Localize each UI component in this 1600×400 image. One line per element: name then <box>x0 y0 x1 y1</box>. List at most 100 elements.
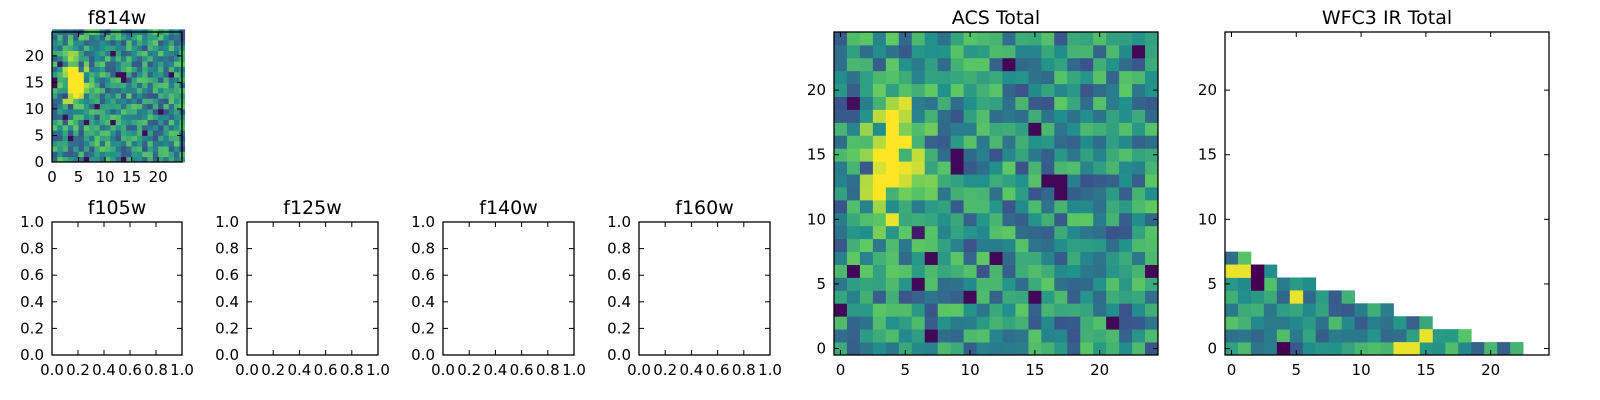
heatmap-cell <box>1002 251 1016 265</box>
heatmap-cell <box>94 108 101 115</box>
heatmap-cell <box>1093 303 1107 317</box>
heatmap-cell <box>963 225 977 240</box>
heatmap-cell <box>898 57 913 72</box>
heatmap-cell <box>937 96 952 110</box>
heatmap-cell <box>62 87 69 94</box>
heatmap-cell <box>174 66 180 73</box>
heatmap-cell <box>1093 187 1107 201</box>
heatmap-cell <box>83 119 90 126</box>
heatmap-cell <box>1054 174 1068 188</box>
heatmap-cell <box>131 93 138 99</box>
heatmap-cell <box>73 93 79 99</box>
heatmap-cell <box>885 96 900 110</box>
heatmap-cell <box>950 109 964 123</box>
heatmap-cell <box>57 61 64 67</box>
heatmap-cell <box>963 174 977 188</box>
heatmap-cell <box>152 82 159 89</box>
heatmap-cell <box>885 70 900 85</box>
heatmap-cell <box>1132 174 1146 188</box>
heatmap-cell <box>1302 329 1317 343</box>
heatmap-cell <box>147 151 154 158</box>
heatmap-cell <box>1119 264 1133 278</box>
heatmap-cell <box>131 98 138 105</box>
heatmap-cell <box>1145 277 1159 291</box>
heatmap-cell <box>898 225 913 240</box>
heatmap-cell <box>115 135 122 142</box>
heatmap-cell <box>1002 187 1016 201</box>
heatmap-cell <box>1132 212 1146 227</box>
heatmap-cell <box>94 55 101 62</box>
heatmap-cell <box>147 34 154 41</box>
heatmap-cell <box>976 290 990 304</box>
heatmap-cell <box>1054 44 1068 59</box>
heatmap-cell <box>78 156 85 163</box>
heatmap-cell <box>885 161 900 175</box>
heatmap-cell <box>142 66 148 73</box>
heatmap-cell <box>1119 238 1133 253</box>
heatmap-cell <box>1145 225 1159 240</box>
heatmap-cell <box>1067 83 1081 97</box>
heatmap-cell <box>1080 329 1094 343</box>
heatmap-cell <box>94 119 101 126</box>
heatmap-cell <box>1119 109 1133 123</box>
heatmap-cell <box>136 87 143 94</box>
y-tick-label: 20 <box>807 81 826 99</box>
y-tick-label: 20 <box>1198 81 1217 99</box>
heatmap-cell <box>1054 199 1068 214</box>
panel-title: f140w <box>479 197 538 219</box>
heatmap-cell <box>99 130 106 136</box>
heatmap-cell <box>950 199 964 214</box>
heatmap-cell <box>1132 303 1146 317</box>
heatmap-cell <box>57 39 64 46</box>
heatmap-cell <box>1015 277 1029 291</box>
heatmap-cell <box>1067 135 1081 149</box>
heatmap-cell <box>120 77 127 83</box>
x-tick-label: 0.8 <box>340 361 364 379</box>
heatmap-cell <box>1080 187 1094 201</box>
heatmap-cell <box>834 148 848 162</box>
heatmap-cell <box>89 34 95 41</box>
y-tick-label: 0 <box>1207 340 1217 358</box>
heatmap-cell <box>158 119 164 126</box>
heatmap-cell <box>1484 342 1498 356</box>
heatmap-cell <box>78 140 85 147</box>
heatmap-cell <box>105 55 111 62</box>
heatmap-cell <box>1106 70 1120 85</box>
heatmap-cell <box>62 114 69 120</box>
heatmap-cell <box>1080 342 1094 356</box>
heatmap-cell <box>99 45 106 51</box>
heatmap-cells <box>834 32 1159 356</box>
x-tick-label: 0.0 <box>431 361 455 379</box>
heatmap-cell <box>976 303 990 317</box>
heatmap-cell <box>834 212 848 227</box>
heatmap-cell <box>62 82 69 89</box>
heatmap-cell <box>859 303 874 317</box>
heatmap-cell <box>105 124 111 131</box>
heatmap-cell <box>73 45 79 51</box>
heatmap-cell <box>52 34 58 41</box>
heatmap-cell <box>1119 290 1133 304</box>
heatmap-cell <box>136 135 143 142</box>
heatmap-cell <box>126 108 132 115</box>
heatmap-cell <box>1145 70 1159 85</box>
heatmap-cell <box>147 98 154 105</box>
heatmap-cell <box>115 156 122 163</box>
heatmap-cell <box>1119 174 1133 188</box>
heatmap-cell <box>924 212 939 227</box>
heatmap-cell <box>872 83 887 97</box>
heatmap-cell <box>1015 225 1029 240</box>
heatmap-cell <box>158 61 164 67</box>
heatmap-cell <box>1041 277 1055 291</box>
heatmap-cell <box>937 303 952 317</box>
heatmap-cell <box>126 66 132 73</box>
heatmap-cell <box>174 87 180 94</box>
heatmap-cell <box>1289 329 1304 343</box>
heatmap-cell <box>73 114 79 120</box>
heatmap-cell <box>142 156 148 163</box>
heatmap-cell <box>1132 264 1146 278</box>
heatmap-cell <box>83 151 90 158</box>
heatmap-cell <box>950 83 964 97</box>
heatmap-cell <box>126 140 132 147</box>
heatmap-cell <box>1106 109 1120 123</box>
heatmap-cell <box>168 50 175 57</box>
